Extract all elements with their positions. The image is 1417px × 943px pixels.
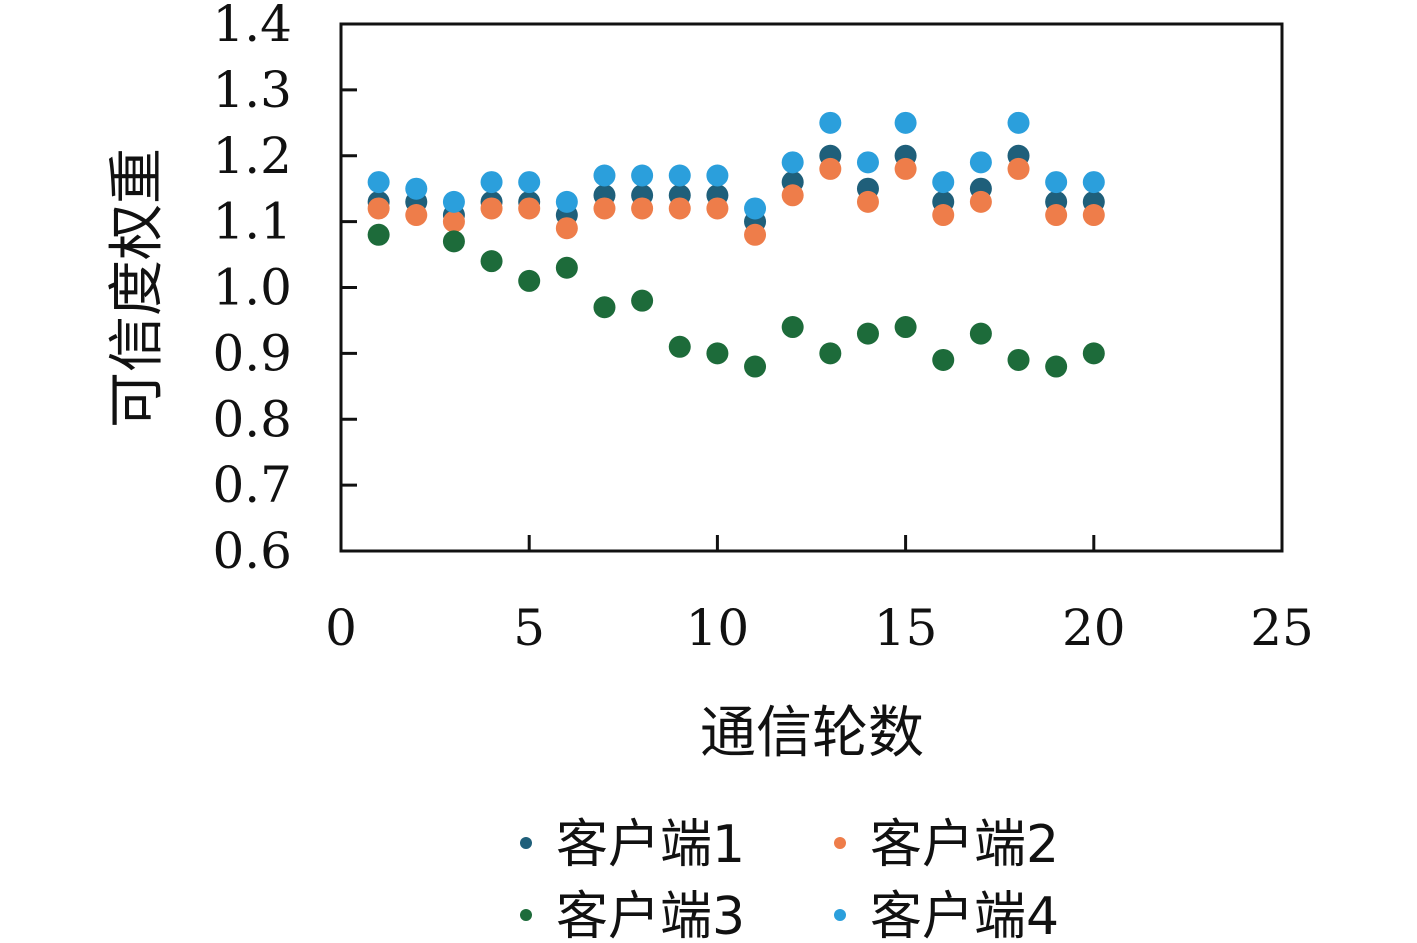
data-point <box>1007 157 1030 180</box>
data-point <box>1045 355 1068 378</box>
y-tick-label: 0.8 <box>212 390 292 448</box>
data-point <box>1007 111 1030 134</box>
data-point <box>555 256 578 279</box>
data-point <box>894 316 917 339</box>
data-point <box>518 171 541 194</box>
data-point <box>668 197 691 220</box>
data-point <box>781 151 804 174</box>
data-point <box>405 177 428 200</box>
y-tick-label: 0.7 <box>212 456 292 514</box>
data-points <box>367 111 1105 378</box>
data-point <box>668 164 691 187</box>
data-point <box>555 190 578 213</box>
data-point <box>969 151 992 174</box>
data-point <box>856 322 879 345</box>
data-point <box>1082 171 1105 194</box>
y-tick-label: 0.9 <box>212 324 292 382</box>
plot-area <box>339 22 1284 553</box>
x-tick-label: 20 <box>1062 599 1126 657</box>
data-point <box>1045 171 1068 194</box>
data-point <box>781 316 804 339</box>
legend-label: 客户端2 <box>870 815 1059 875</box>
series-4 <box>367 111 1105 220</box>
data-point <box>819 342 842 365</box>
data-point <box>367 223 390 246</box>
data-point <box>969 322 992 345</box>
legend-label: 客户端4 <box>870 887 1059 943</box>
data-point <box>932 204 955 227</box>
x-tick-label: 25 <box>1250 599 1314 657</box>
data-point <box>518 269 541 292</box>
data-point <box>1007 348 1030 371</box>
y-tick-label: 1.4 <box>212 0 292 53</box>
data-point <box>480 171 503 194</box>
data-point <box>631 289 654 312</box>
x-axis: 0 5 10 15 20 25 <box>325 535 1314 657</box>
series-2 <box>367 157 1105 246</box>
data-point <box>593 164 616 187</box>
data-point <box>1082 342 1105 365</box>
legend-label: 客户端3 <box>556 887 745 943</box>
x-tick-label: 0 <box>325 599 357 657</box>
data-point <box>1045 204 1068 227</box>
x-tick-label: 15 <box>874 599 938 657</box>
data-point <box>593 296 616 319</box>
data-point <box>856 190 879 213</box>
data-point <box>969 190 992 213</box>
y-tick-label: 1.0 <box>212 259 292 317</box>
y-tick-label: 1.2 <box>212 127 292 185</box>
y-axis: 0.6 0.7 0.8 0.9 1.0 1.1 1.2 1.3 1.4 <box>212 0 357 580</box>
legend-marker <box>520 909 532 921</box>
data-point <box>856 151 879 174</box>
data-point <box>668 335 691 358</box>
data-point <box>442 230 465 253</box>
data-point <box>706 342 729 365</box>
data-point <box>367 171 390 194</box>
data-point <box>1082 204 1105 227</box>
data-point <box>706 164 729 187</box>
data-point <box>593 197 616 220</box>
y-tick-label: 1.3 <box>212 61 292 119</box>
legend-marker <box>520 837 532 849</box>
data-point <box>518 197 541 220</box>
legend-label: 客户端1 <box>556 815 745 875</box>
x-tick-label: 10 <box>686 599 750 657</box>
x-axis-label: 通信轮数 <box>700 701 924 766</box>
data-point <box>894 157 917 180</box>
data-point <box>367 197 390 220</box>
y-tick-label: 0.6 <box>212 522 292 580</box>
data-point <box>555 217 578 240</box>
data-point <box>744 355 767 378</box>
data-point <box>819 111 842 134</box>
data-point <box>781 184 804 207</box>
data-point <box>631 164 654 187</box>
data-point <box>932 348 955 371</box>
data-point <box>480 197 503 220</box>
series-3 <box>367 223 1105 378</box>
legend-marker <box>834 837 846 849</box>
data-point <box>405 204 428 227</box>
legend: 客户端1 客户端2 客户端3 客户端4 <box>520 815 1059 943</box>
legend-marker <box>834 909 846 921</box>
data-point <box>706 197 729 220</box>
data-point <box>932 171 955 194</box>
data-point <box>894 111 917 134</box>
y-axis-label: 可信度权重 <box>105 148 170 428</box>
data-point <box>480 250 503 273</box>
x-tick-label: 5 <box>513 599 545 657</box>
data-point <box>744 223 767 246</box>
data-point <box>819 157 842 180</box>
data-point <box>744 197 767 220</box>
data-point <box>631 197 654 220</box>
data-point <box>442 210 465 233</box>
y-tick-label: 1.1 <box>212 193 292 251</box>
data-point <box>442 190 465 213</box>
